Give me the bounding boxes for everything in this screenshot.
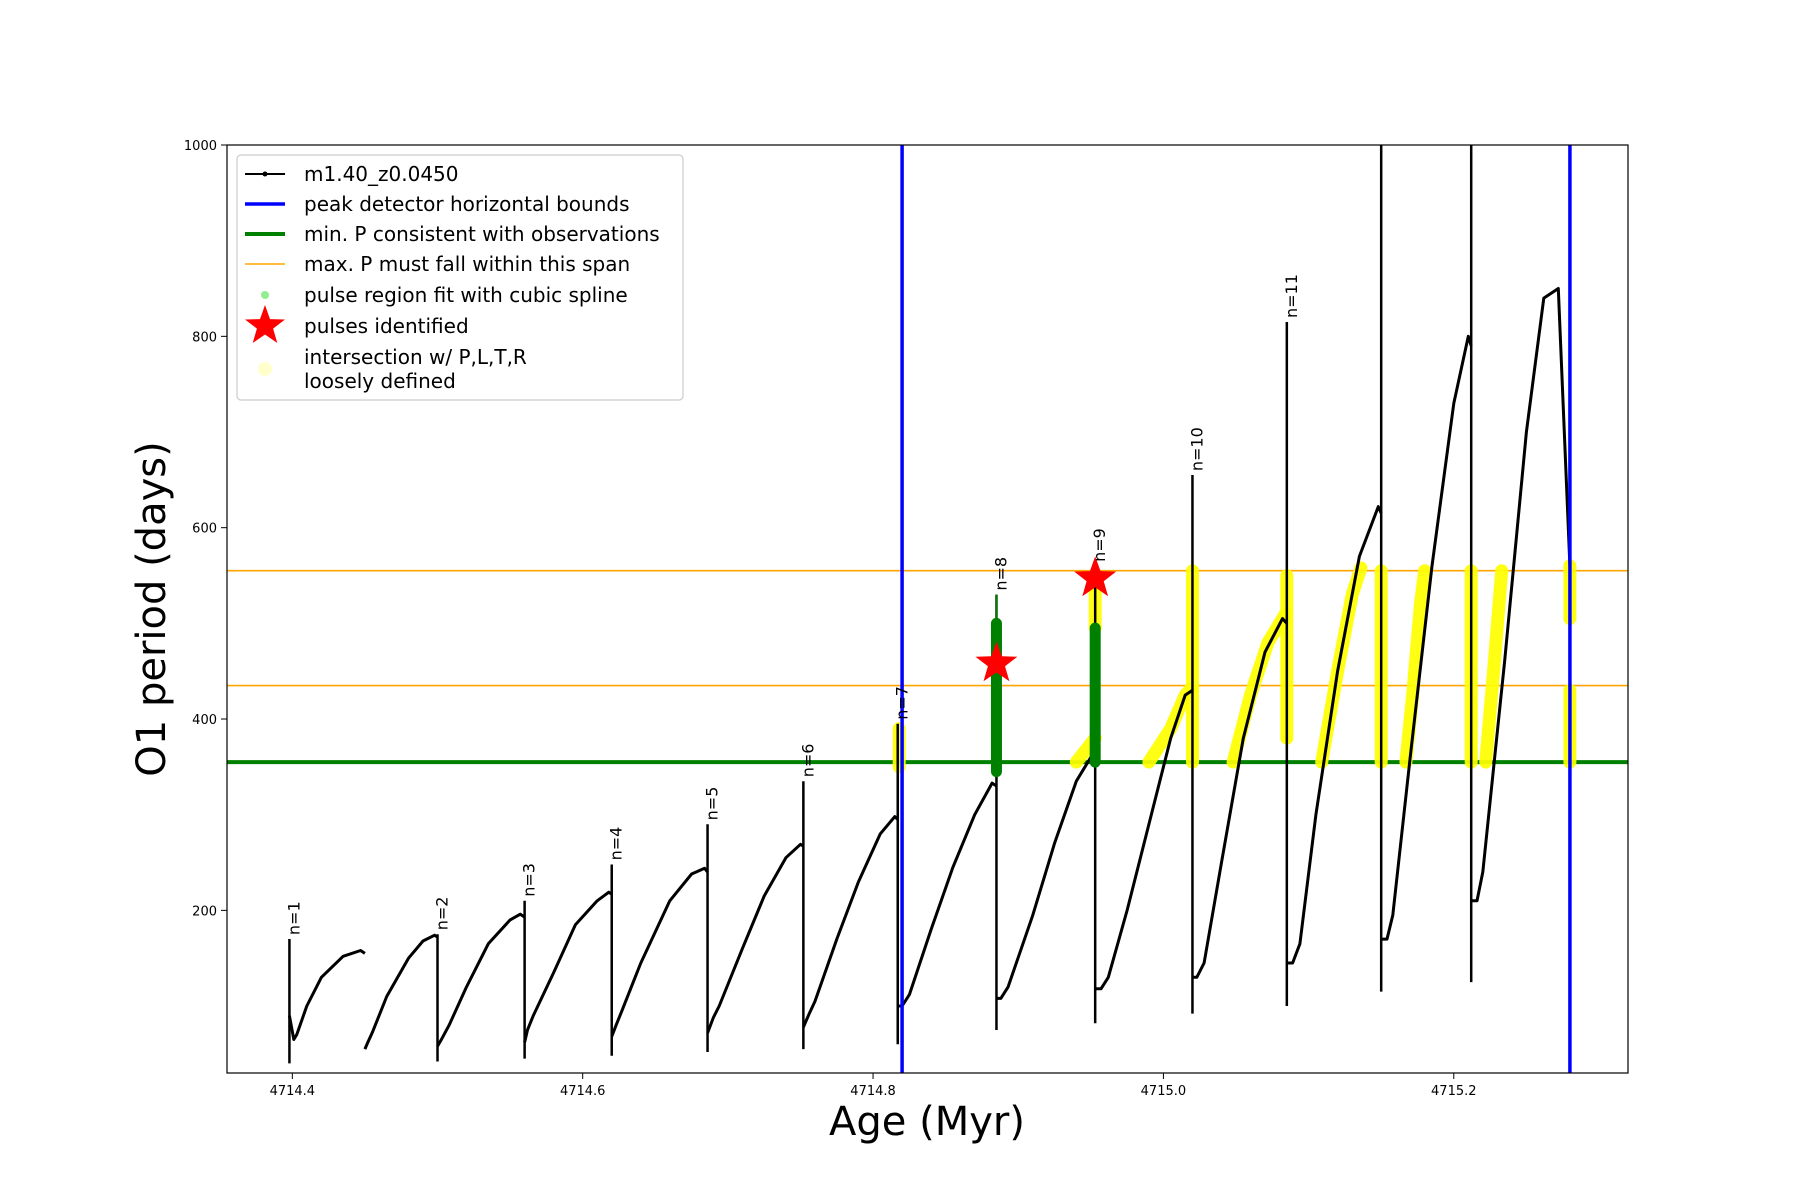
pulse-label-11: n=11: [1282, 274, 1301, 318]
loose-intersection-12: [1479, 564, 1509, 769]
model-curve-segment-6: [706, 842, 805, 1034]
legend-label-minp: min. P consistent with observations: [304, 222, 660, 246]
legend-label-spline: pulse region fit with cubic spline: [304, 283, 628, 307]
y-axis-label: O1 period (days): [129, 441, 175, 776]
pulse-label-4: n=4: [607, 827, 626, 861]
plot-frame: [226, 144, 1629, 1074]
legend-label-loose: intersection w/ P,L,T,R: [304, 345, 527, 369]
pulse-star-1: [975, 641, 1018, 682]
plot-layer: [227, 145, 1628, 1073]
y-tick-label-5: 1000: [184, 139, 217, 154]
pulse-label-2: n=2: [432, 897, 451, 931]
x-axis-label: Age (Myr): [829, 1099, 1025, 1145]
legend-box: [236, 154, 684, 401]
model-curve-segment-2: [363, 933, 439, 1050]
legend-label-maxp: max. P must fall within this span: [304, 252, 630, 276]
model-curve-segment-9: [996, 755, 1097, 1000]
model-curve-segment-14: [1471, 287, 1572, 903]
pulse-label-10: n=10: [1187, 427, 1206, 471]
x-tick-label-2: 4714.6: [560, 1084, 606, 1099]
model-curve-segment-1: [287, 949, 366, 1041]
model-curve-segment-11: [1192, 617, 1288, 979]
pulse-label-1: n=1: [284, 901, 303, 935]
legend-handle-loose: [258, 362, 272, 376]
model-curve-segment-5: [610, 866, 709, 1038]
model-curve-segment-3: [436, 912, 526, 1047]
legend-label-model: m1.40_z0.0450: [304, 162, 459, 186]
pulse-label-6: n=6: [798, 743, 817, 777]
pulse-star-2: [1074, 556, 1117, 597]
x-tick-label-1: 4714.4: [270, 1084, 316, 1099]
pulse-label-9: n=9: [1090, 528, 1109, 562]
legend-handle-spline: [261, 291, 269, 299]
model-curve-segment-12: [1286, 505, 1383, 965]
y-tick-label-1: 200: [192, 904, 217, 919]
y-tick-label-3: 600: [192, 522, 217, 537]
model-curve-segment-10: [1095, 689, 1194, 991]
y-tick-label-4: 800: [192, 330, 217, 345]
model-curve-segment-13: [1381, 334, 1473, 941]
legend-label-loose-line2: loosely defined: [304, 369, 456, 393]
x-tick-label-3: 4714.8: [850, 1084, 896, 1099]
model-curve-segment-4: [523, 890, 613, 1043]
pulse-label-3: n=3: [520, 863, 539, 897]
y-tick-label-2: 400: [192, 713, 217, 728]
pulse-label-7: n=7: [893, 686, 912, 720]
pulse-label-8: n=8: [992, 557, 1011, 591]
pulse-labels: n=1 n=2 n=3 n=4 n=5 n=6 n=7 n=8 n=9 n=10 n=11: [284, 274, 1300, 935]
legend-label-pulses: pulses identified: [304, 314, 469, 338]
model-curve-segment-7: [802, 815, 899, 1028]
loose-intersection-10: [1399, 564, 1432, 769]
legend-handle-model-dot: [262, 171, 268, 177]
pulse-label-5: n=5: [703, 787, 722, 821]
legend-label-peak: peak detector horizontal bounds: [304, 192, 630, 216]
axis-ticks: 4714.4 4714.6 4714.8 4715.0 4715.2 200 400 600 8…: [184, 139, 1477, 1099]
legend-handle-pulses: [245, 305, 285, 343]
x-tick-label-4: 4715.0: [1141, 1084, 1187, 1099]
x-tick-label-5: 4715.2: [1431, 1084, 1477, 1099]
